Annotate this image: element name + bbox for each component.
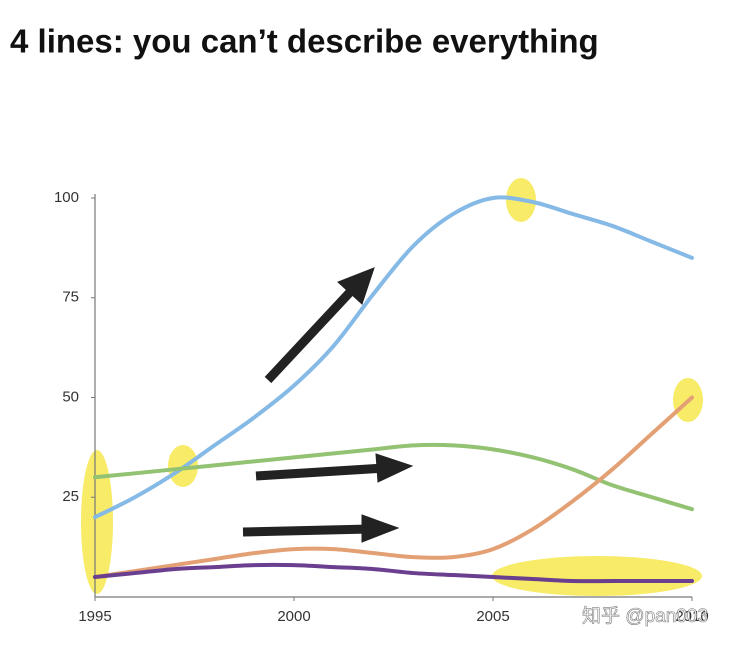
y-tick-label: 100 bbox=[54, 189, 79, 206]
arrow bbox=[242, 524, 371, 537]
x-tick-label: 2000 bbox=[277, 608, 310, 625]
highlight bbox=[81, 450, 113, 594]
x-tick-label: 2010 bbox=[675, 608, 708, 625]
highlights bbox=[81, 178, 703, 596]
arrow-head bbox=[337, 267, 375, 305]
line bbox=[93, 395, 694, 580]
arrow-head bbox=[375, 453, 414, 483]
x-tick-label: 2005 bbox=[476, 608, 509, 625]
line bbox=[93, 195, 694, 520]
line bbox=[93, 442, 694, 512]
arrow bbox=[264, 286, 356, 384]
chart-title: 4 lines: you can’t describe everything bbox=[10, 23, 599, 60]
watermark: 知乎 @pan003 bbox=[582, 605, 708, 627]
y-tick-label: 25 bbox=[62, 488, 79, 505]
highlight bbox=[492, 556, 702, 596]
y-tick-label: 50 bbox=[62, 388, 79, 405]
arrows bbox=[242, 267, 414, 543]
arrow bbox=[255, 463, 386, 481]
y-tick-label: 75 bbox=[62, 289, 79, 306]
x-tick-label: 1995 bbox=[78, 608, 111, 625]
line bbox=[93, 562, 694, 584]
arrow-head bbox=[361, 514, 400, 543]
